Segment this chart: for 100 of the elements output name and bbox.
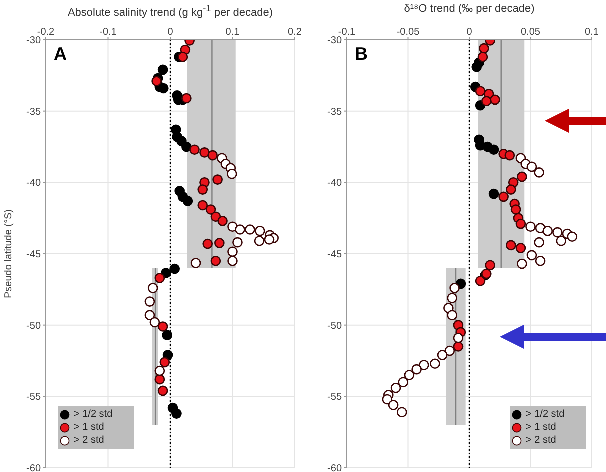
point	[182, 142, 192, 152]
point	[228, 246, 238, 258]
y-tick-label: -50	[328, 320, 342, 332]
y-tick-label: -45	[26, 250, 42, 261]
point	[190, 144, 200, 156]
x-axis-title: δ¹⁸O trend (‰ per decade)	[404, 3, 535, 15]
point	[144, 296, 156, 307]
legend-label: > 1/2 std	[74, 409, 113, 420]
point	[481, 96, 492, 106]
point	[475, 86, 486, 97]
point	[498, 192, 509, 202]
point	[178, 52, 188, 62]
point	[485, 260, 496, 271]
point	[490, 94, 500, 106]
point	[488, 188, 500, 200]
x-tick-label: -0.05	[396, 27, 420, 38]
point	[504, 150, 516, 161]
point	[567, 232, 578, 242]
point	[444, 346, 456, 356]
point	[200, 148, 210, 158]
y-tick-label: -35	[328, 106, 342, 118]
y-tick-label: -30	[328, 36, 342, 47]
point	[475, 276, 486, 286]
annotation: A	[54, 44, 67, 65]
point	[382, 394, 393, 405]
point	[206, 204, 216, 215]
point	[228, 256, 238, 266]
y-tick-label: -30	[26, 36, 42, 47]
point	[517, 258, 528, 270]
x-tick-label: 0.1	[226, 27, 240, 38]
point	[506, 184, 516, 195]
point	[182, 93, 192, 104]
point	[218, 216, 228, 226]
point	[170, 264, 180, 274]
point	[254, 236, 265, 246]
point	[154, 273, 166, 284]
point	[542, 226, 554, 236]
point	[198, 200, 208, 211]
point	[154, 374, 166, 385]
y-tick-label: -55	[26, 392, 42, 404]
point	[226, 168, 238, 180]
point	[245, 224, 256, 235]
point	[450, 283, 460, 294]
point	[150, 317, 160, 328]
point	[404, 370, 415, 380]
y-tick-label: -40	[328, 178, 342, 190]
point	[516, 218, 526, 230]
point	[158, 322, 168, 332]
legend-label: > 2 std	[74, 435, 104, 446]
x-tick-label: -0.1	[100, 27, 118, 38]
point	[232, 237, 243, 248]
point	[516, 243, 526, 254]
point	[453, 333, 464, 344]
point	[152, 76, 162, 87]
point	[479, 43, 490, 54]
point	[478, 52, 488, 62]
legend-label: > 2 std	[526, 435, 556, 446]
point	[190, 258, 202, 268]
point	[160, 357, 170, 368]
annotation: B	[355, 44, 368, 65]
x-tick-label: 0.05	[521, 27, 541, 38]
point	[154, 366, 166, 376]
point	[148, 283, 158, 294]
point	[162, 330, 173, 340]
x-tick-label: -0.2	[37, 27, 56, 38]
point	[506, 240, 516, 251]
point	[447, 310, 458, 320]
point	[158, 386, 168, 396]
y-tick-label: -50	[26, 320, 42, 332]
legend-label: > 1 std	[526, 422, 556, 433]
x-tick-label: 0	[168, 27, 174, 38]
point	[198, 184, 208, 195]
y-axis-title: Pseudo latitude (°S)	[4, 209, 15, 299]
point	[534, 237, 544, 248]
x-tick-label: 0	[466, 27, 473, 38]
point	[208, 150, 218, 161]
point	[453, 342, 464, 352]
point	[526, 250, 538, 261]
point	[264, 234, 275, 245]
point	[488, 144, 500, 156]
point	[210, 256, 222, 266]
legend-label: > 1/2 std	[526, 409, 565, 420]
point	[172, 408, 182, 419]
y-tick-label: -40	[26, 178, 42, 190]
point	[447, 293, 458, 304]
x-tick-label: 0.2	[288, 27, 302, 38]
y-tick-label: -45	[328, 250, 342, 261]
point	[510, 204, 522, 215]
point	[517, 172, 528, 182]
x-tick-label: -0.1	[338, 27, 356, 38]
point	[202, 238, 214, 250]
point	[214, 238, 225, 248]
y-tick-label: -35	[26, 106, 42, 118]
point	[158, 64, 168, 76]
point	[526, 162, 538, 172]
point	[254, 226, 266, 236]
x-axis-title: Absolute salinity trend (g kg$^{-1}$ per decade)	[68, 3, 274, 19]
point	[212, 174, 223, 185]
y-tick-label: -55	[328, 392, 342, 404]
x-tick-label: 0.1	[585, 27, 600, 38]
